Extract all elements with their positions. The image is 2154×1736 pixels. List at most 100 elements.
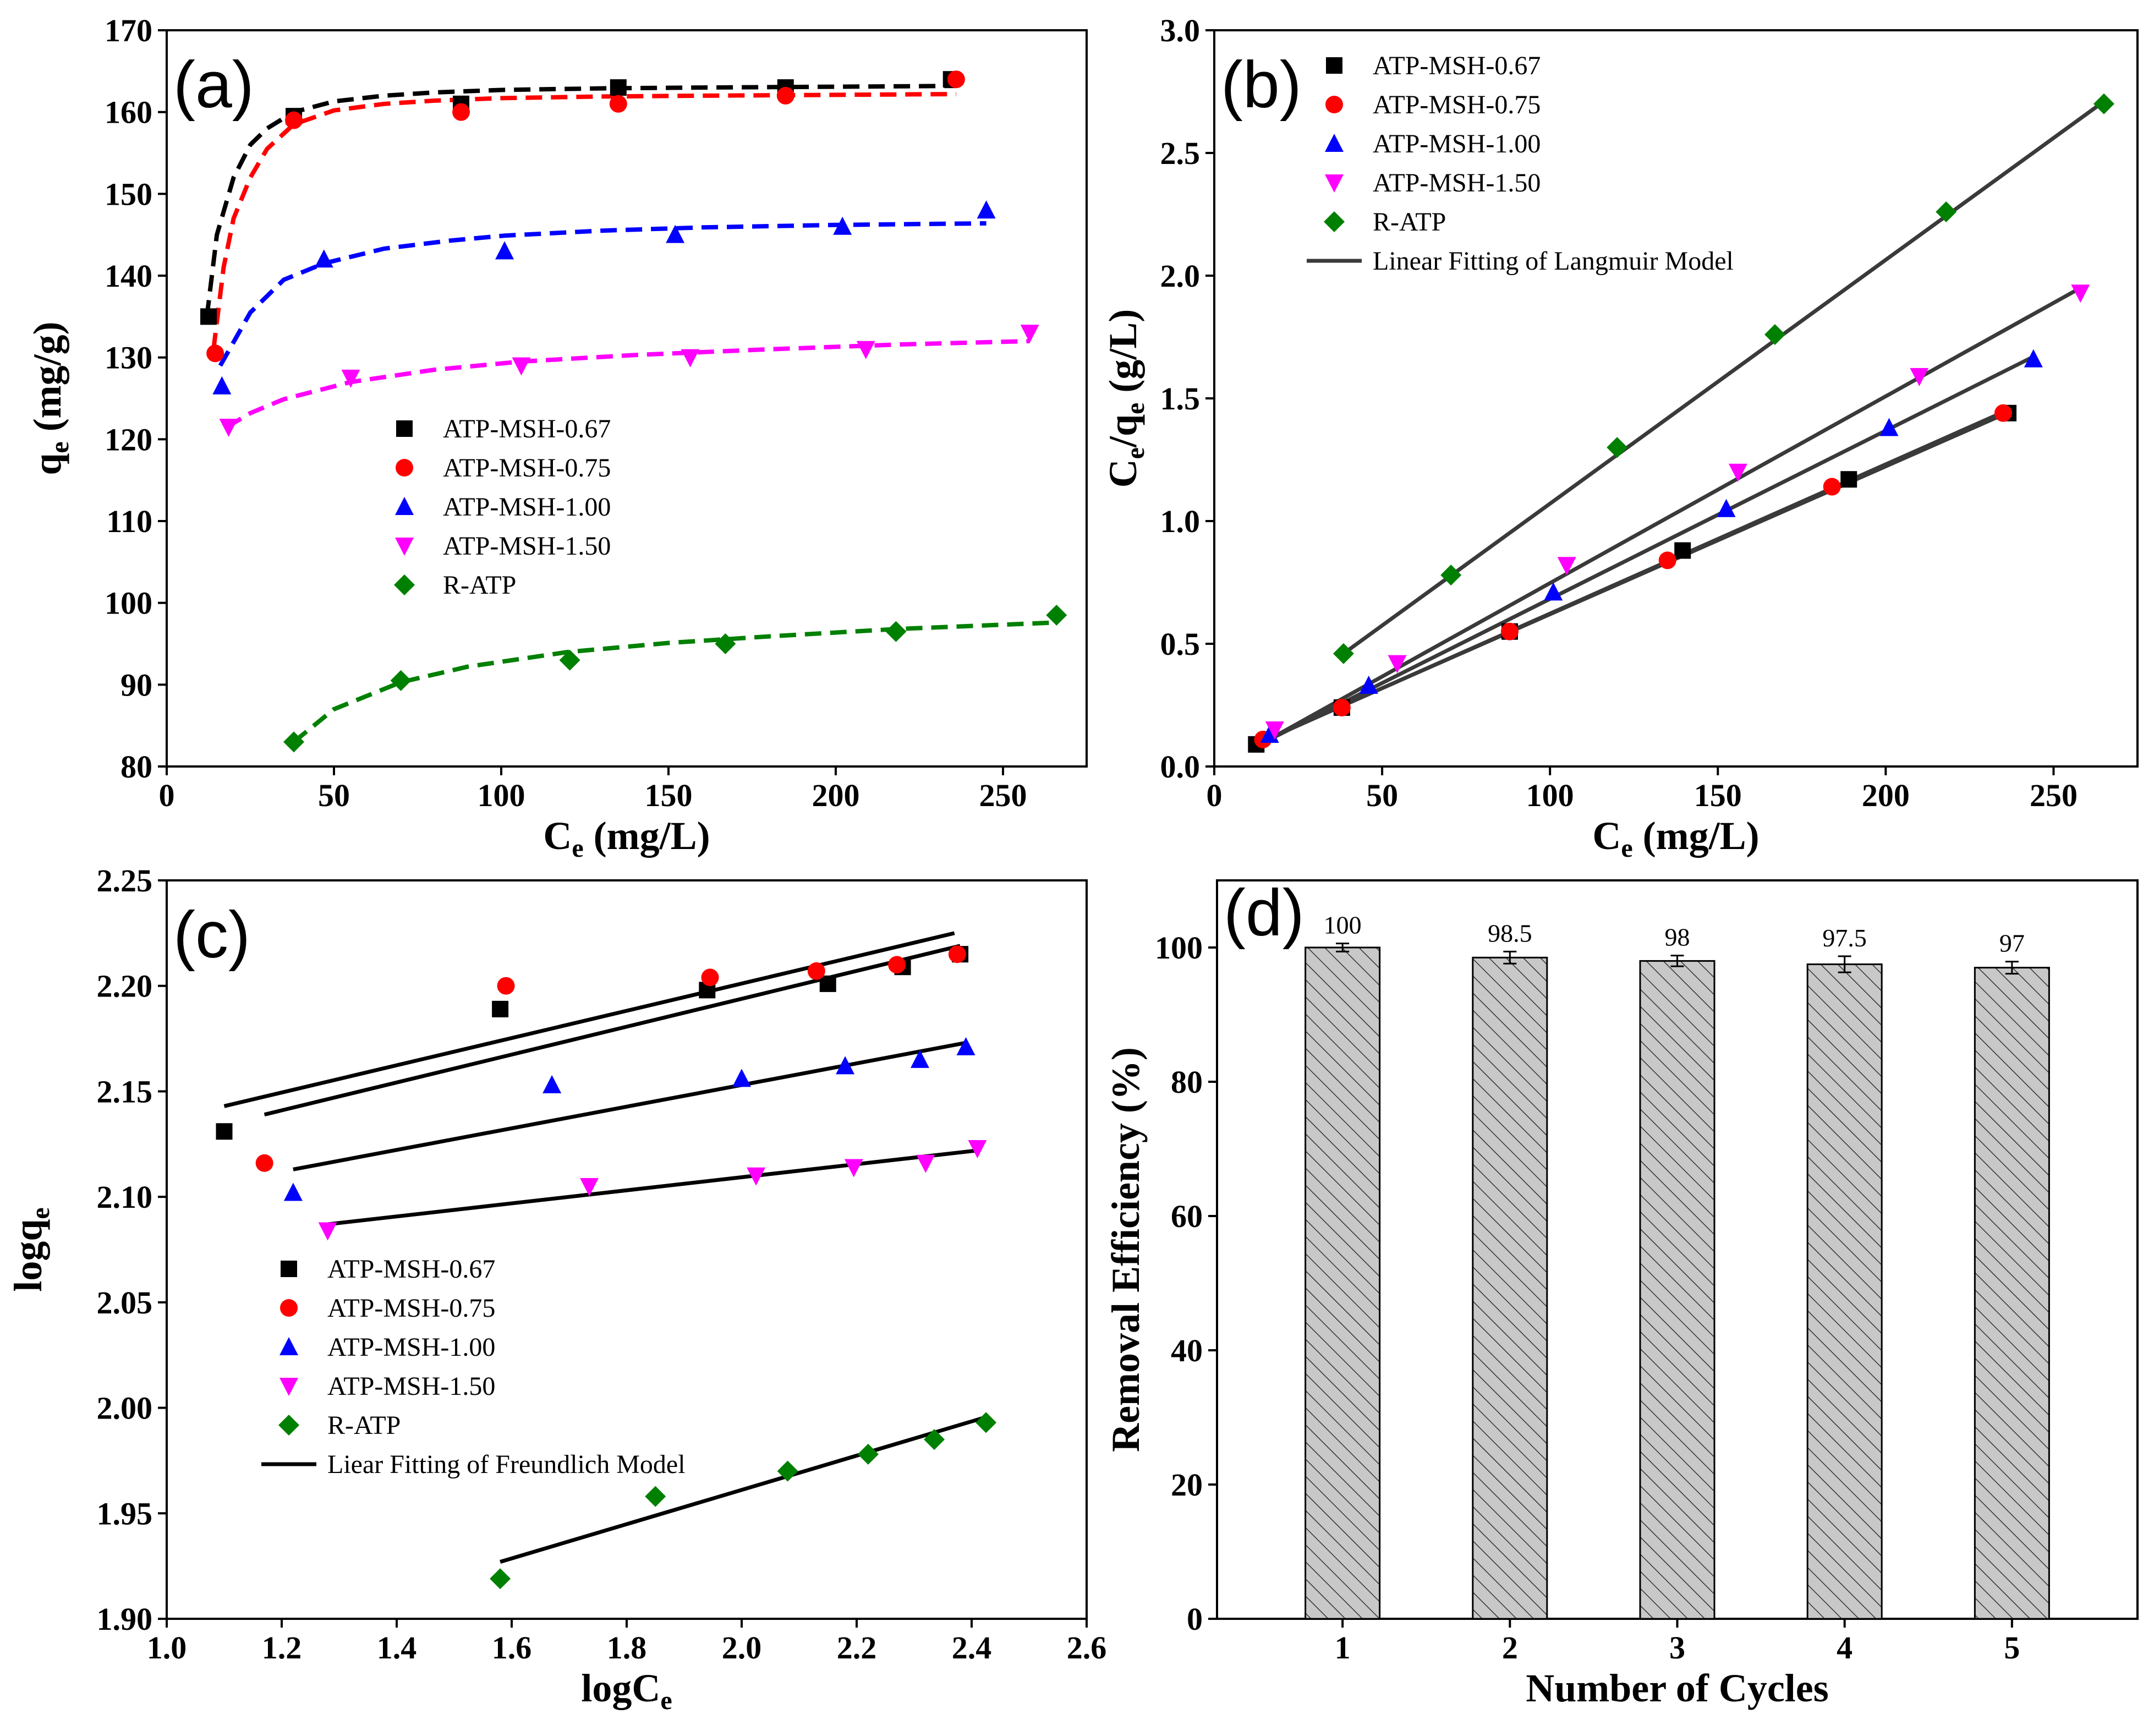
panel-c-freundlich-chart: 1.0 1.2 1.4 1.6 1.8 2.0 2.2 2.4 2.6 1.90 1.95 2.00 2… (6, 863, 1106, 1715)
data-point-atp-msh-0.75 (776, 86, 794, 105)
data-point-r-atp (1936, 201, 1957, 223)
y-tick-label: 3.0 (1160, 13, 1201, 48)
data-point-atp-msh-0.75 (807, 962, 825, 980)
data-point-r-atp (645, 1486, 666, 1507)
panel-label: (d) (1224, 876, 1305, 950)
data-point-atp-msh-1.00 (836, 1056, 855, 1075)
legend-marker (1324, 211, 1345, 232)
fit-line-atp-msh-1.00 (1263, 355, 2035, 744)
fit-line-atp-msh-1.50 (226, 338, 1030, 429)
data-point-atp-msh-1.00 (1879, 418, 1899, 436)
data-point-atp-msh-1.50 (318, 1222, 337, 1241)
legend-marker (394, 574, 415, 595)
legend-label: R-ATP (443, 571, 516, 600)
data-point-atp-msh-0.75 (701, 968, 719, 987)
y-axis-label: Removal Efficiency (%) (1104, 1047, 1148, 1452)
panel-label: (b) (1221, 48, 1302, 122)
y-tick-label: 2.25 (97, 863, 153, 899)
data-point-atp-msh-1.00 (212, 376, 232, 395)
data-point-atp-msh-1.00 (977, 200, 996, 219)
legend-marker (1325, 96, 1343, 113)
data-point-atp-msh-1.50 (1557, 557, 1576, 576)
data-point-atp-msh-0.75 (948, 945, 966, 963)
data-point-atp-msh-1.50 (1910, 368, 1929, 386)
x-tick-label: 2 (1502, 1630, 1518, 1666)
data-point-r-atp (715, 633, 736, 654)
y-tick-label: 2.10 (97, 1179, 153, 1215)
data-point-atp-msh-0.67 (216, 1123, 233, 1140)
data-point-r-atp (2093, 93, 2114, 114)
data-label: 97.5 (1822, 924, 1867, 952)
data-point-atp-msh-1.00 (833, 216, 852, 235)
legend-marker (279, 1378, 298, 1396)
plot-frame (166, 879, 1088, 1620)
y-tick-label: 40 (1171, 1333, 1203, 1368)
data-point-atp-msh-1.50 (916, 1154, 935, 1173)
fit-line-atp-msh-1.50 (327, 1148, 978, 1226)
legend-marker (395, 497, 414, 515)
data-label: 98.5 (1488, 919, 1532, 947)
x-tick-label: 4 (1837, 1630, 1852, 1666)
x-axis-label: Ce (mg/L) (543, 814, 710, 863)
x-axis-label-part: e (1621, 834, 1632, 863)
legend-label: ATP-MSH-1.50 (327, 1372, 495, 1401)
y-axis-label: logqe (6, 1207, 55, 1291)
x-axis-label-part: C (1592, 814, 1621, 858)
fit-line-atp-msh-0.75 (1260, 409, 2008, 744)
x-tick-label: 2.6 (1067, 1630, 1107, 1666)
x-tick-label: 2.0 (722, 1630, 762, 1666)
data-point-atp-msh-1.00 (495, 241, 514, 260)
fit-line-r-atp (500, 1414, 990, 1564)
data-point-atp-msh-1.00 (666, 224, 685, 243)
legend-marker (1325, 174, 1344, 193)
bar-cycle-4 (1806, 963, 1883, 1620)
data-point-atp-msh-1.00 (1544, 582, 1563, 601)
y-tick-label: 140 (105, 258, 152, 294)
x-axis-label-part: C (543, 814, 572, 858)
data-point-atp-msh-1.50 (219, 419, 238, 437)
data-point-r-atp (1440, 565, 1462, 586)
data-point-r-atp (975, 1412, 997, 1433)
data-point-atp-msh-0.75 (1500, 622, 1519, 640)
fit-line-atp-msh-0.75 (264, 944, 961, 1117)
y-axis-label-part: (mg/g) (25, 321, 69, 441)
data-point-atp-msh-1.50 (1020, 325, 1039, 343)
x-tick-label: 200 (812, 777, 860, 813)
legend-label: Liear Fitting of Freundlich Model (327, 1450, 686, 1479)
y-tick-label: 2.20 (97, 968, 153, 1004)
data-point-atp-msh-0.67 (1674, 542, 1691, 559)
data-point-atp-msh-1.00 (1359, 675, 1378, 694)
y-tick-label: 1.90 (97, 1601, 153, 1637)
x-tick-label: 50 (318, 777, 350, 813)
data-point-atp-msh-0.75 (609, 95, 627, 113)
y-tick-label: 170 (105, 13, 152, 48)
x-tick-label: 50 (1366, 777, 1398, 813)
bar-cycle-2 (1472, 956, 1548, 1620)
data-point-atp-msh-0.75 (947, 70, 965, 89)
data-point-atp-msh-1.50 (1388, 655, 1407, 673)
data-point-atp-msh-1.00 (910, 1049, 929, 1068)
data-point-atp-msh-0.75 (1994, 404, 2012, 422)
x-tick-label: 1.6 (492, 1630, 532, 1666)
y-tick-label: 60 (1171, 1198, 1203, 1234)
data-point-r-atp (1764, 324, 1786, 346)
data-point-atp-msh-1.00 (2024, 349, 2043, 368)
x-tick-label: 5 (2004, 1630, 2020, 1666)
y-tick-label: 80 (1171, 1064, 1203, 1100)
y-tick-label: 2.0 (1160, 258, 1201, 294)
panel-d-cycles-bar-chart: 0 20 40 60 80 100 100 1 98.5 2 98 3 97.5 4 97 5 (d) Numbe… (1104, 876, 2139, 1710)
data-point-atp-msh-1.50 (681, 349, 700, 368)
fit-line-atp-msh-0.67 (205, 84, 956, 317)
legend-marker (395, 538, 414, 556)
data-label: 98 (1665, 923, 1690, 951)
data-point-atp-msh-0.67 (1840, 471, 1857, 488)
legend-label: ATP-MSH-0.75 (1373, 90, 1541, 119)
x-tick-label: 0 (1207, 777, 1223, 813)
y-tick-label: 2.5 (1160, 135, 1201, 171)
data-point-atp-msh-0.75 (1658, 551, 1676, 569)
x-tick-label: 150 (645, 777, 693, 813)
data-point-atp-msh-0.67 (492, 1000, 509, 1017)
x-tick-label: 1 (1335, 1630, 1351, 1666)
legend-marker (396, 459, 413, 477)
